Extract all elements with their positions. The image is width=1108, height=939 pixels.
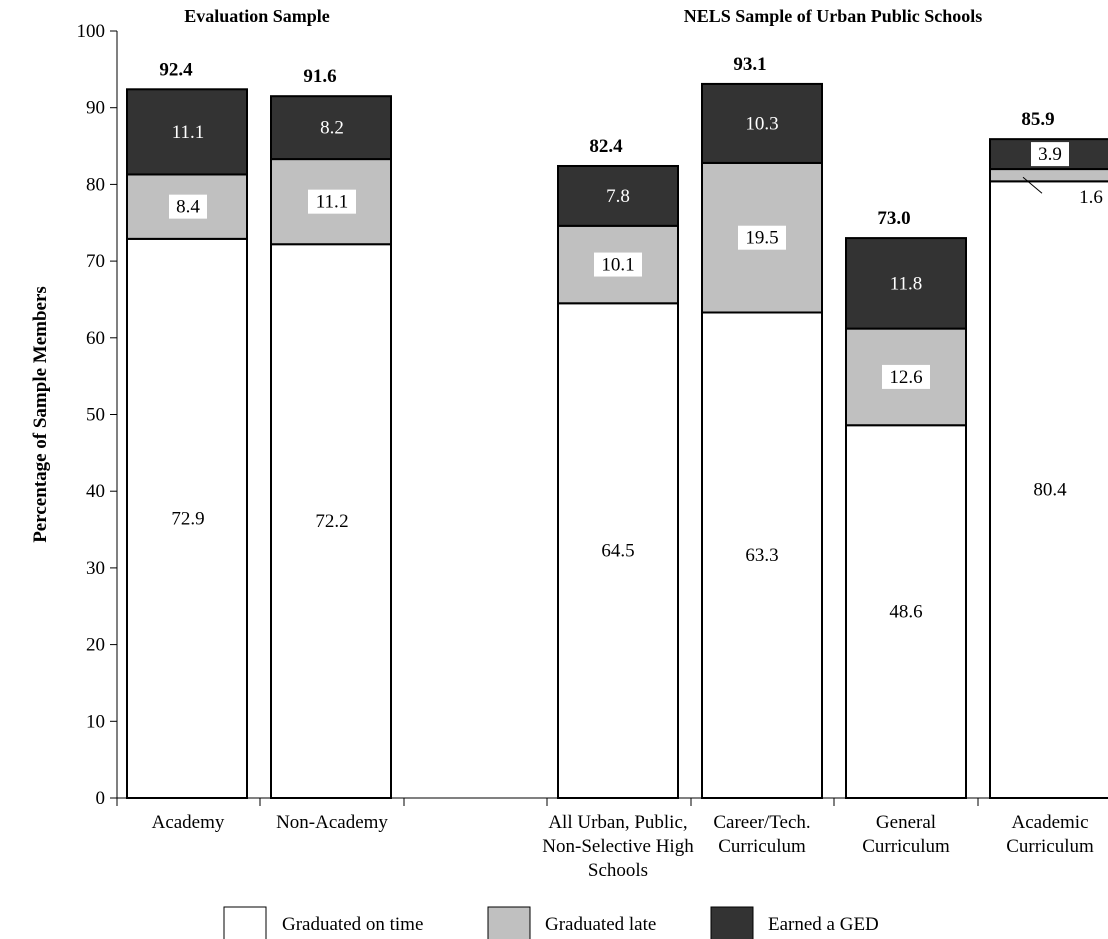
data-label: 10.1 [601,255,634,276]
bars [126,82,1108,800]
y-tick-label: 10 [86,711,105,732]
bar-segment [557,164,679,227]
bar-segment [270,243,392,799]
x-category-label-line: Academy [152,812,225,833]
x-category-label: General Curriculum [862,812,950,857]
x-category-label-line: Curriculum [1006,836,1094,857]
data-label: 80.4 [1033,480,1067,501]
x-category-label: Non-Academy [276,812,388,833]
x-category-label-line: General [876,812,936,833]
data-label-box [169,194,207,219]
leader-line [1022,176,1043,194]
bar-segment [126,88,248,176]
x-category-label: Academy [152,812,225,833]
legend-swatch [223,906,267,939]
y-tick-label: 40 [86,481,105,502]
y-tick-label: 90 [86,98,105,119]
legend-swatch [487,906,531,939]
bar-segment [989,168,1108,183]
total-label: 93.1 [733,54,766,75]
data-label: 7.8 [606,186,630,207]
data-label: 72.2 [315,511,348,532]
data-label: 48.6 [889,602,922,623]
data-label: 11.1 [316,192,349,213]
x-category-label-line: Career/Tech. [713,812,810,833]
data-label: 8.2 [320,118,344,139]
bar-segment [270,95,392,161]
data-label-box [882,364,930,389]
bar-segment [126,237,248,799]
legend-swatch [710,906,754,939]
data-label: 10.3 [745,113,778,134]
bar-segment [557,302,679,799]
legend-label: Earned a GED [768,914,879,935]
total-label: 82.4 [589,136,623,157]
bar-segment [845,237,967,330]
x-category-label-line: Curriculum [862,836,950,857]
bar-segment [701,82,823,164]
total-label: 92.4 [159,59,193,80]
data-label: 8.4 [176,197,200,218]
bar-segment [845,424,967,799]
legend: Graduated on time Graduated late Earned a … [223,906,879,939]
x-category-label-line: Curriculum [718,836,806,857]
y-tick-label: 70 [86,251,105,272]
data-label: 11.1 [172,122,205,143]
legend-label: Graduated late [545,914,656,935]
group-title: NELS Sample of Urban Public Schools [684,6,983,26]
data-label: 1.6 [1079,187,1103,208]
data-label: 12.6 [889,367,922,388]
data-label: 72.9 [171,508,204,529]
y-tick-label: 80 [86,174,105,195]
data-label: 19.5 [745,228,778,249]
y-tick-label: 100 [77,21,106,42]
x-category-label-line: Non-Selective High [542,836,694,857]
axes: 0 10 20 30 40 50 60 70 80 90 100 Percentage of Samp… [30,6,1108,881]
x-category-label-line: Schools [588,860,648,881]
group-title: Evaluation Sample [184,6,330,26]
y-tick-label: 30 [86,558,105,579]
bar-segment [989,180,1108,800]
x-category-label: Academic Curriculum [1006,812,1094,857]
data-label-box [1031,142,1069,167]
x-category-label-line: All Urban, Public, [548,812,687,833]
y-tick-label: 60 [86,328,105,349]
x-category-label: All Urban, Public, Non-Selective High Scho… [542,812,694,881]
y-tick-label: 20 [86,635,105,656]
total-label: 91.6 [303,66,336,87]
y-axis-title: Percentage of Sample Members [30,286,51,543]
y-tick-label: 50 [86,405,105,426]
y-tick-label: 0 [96,788,106,809]
data-label: 64.5 [601,541,634,562]
data-label-box [308,189,356,214]
x-category-label-line: Academic [1011,812,1088,833]
data-label-box [738,225,786,250]
data-label: 3.9 [1038,144,1062,165]
total-label: 85.9 [1021,109,1054,130]
data-label: 11.8 [890,273,923,294]
data-label: 63.3 [745,545,778,566]
labels: 72.9 8.4 11.1 92.4 72.2 11.1 8.2 91.6 64.5 10.1 7.… [159,54,1103,623]
data-label-box [594,252,642,277]
x-category-label: Career/Tech. Curriculum [713,812,810,857]
total-label: 73.0 [877,208,910,229]
x-category-label-line: Non-Academy [276,812,388,833]
legend-label: Graduated on time [282,914,423,935]
